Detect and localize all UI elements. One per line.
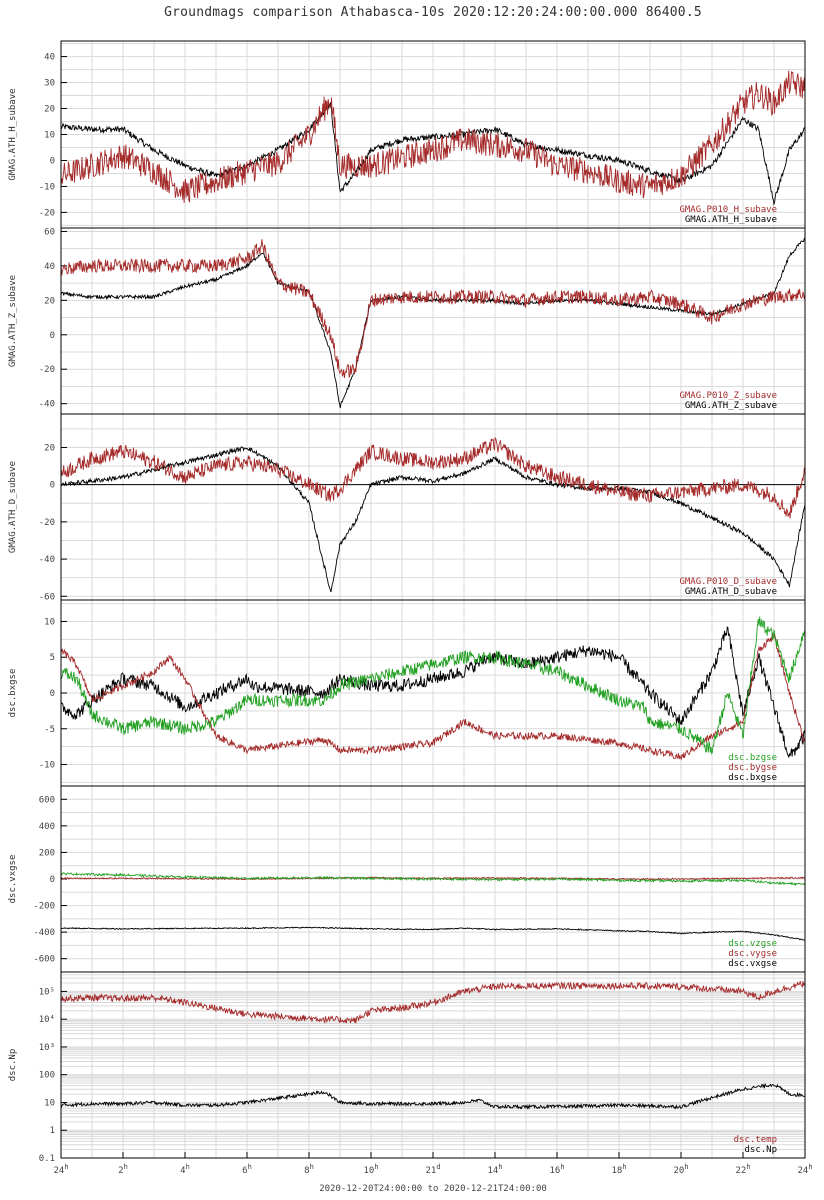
y-axis-label: dsc.Np (8, 1049, 18, 1082)
y-tick-label: -5 (44, 725, 55, 735)
x-tick-label: 6h (242, 1163, 252, 1176)
y-tick-label: 5 (50, 653, 55, 663)
series-line-dsc-temp (61, 980, 805, 1024)
y-tick-label: -60 (39, 592, 55, 602)
y-tick-label: -200 (33, 902, 55, 912)
x-tick-label: 24h (797, 1163, 812, 1176)
y-tick-label: -20 (39, 208, 55, 218)
y-axis-label: GMAG.ATH_D_subave (8, 461, 18, 553)
series-line-gmag-ath-z-subave (61, 237, 805, 409)
legend-entry: GMAG.P010_D_subave (679, 577, 777, 587)
x-tick-label: 10h (363, 1163, 378, 1176)
legend-entry: GMAG.ATH_D_subave (685, 587, 777, 597)
y-tick-label: 10 (44, 131, 55, 141)
series-line-gmag-p010-h-subave (61, 70, 805, 203)
y-tick-label: 10 (44, 1098, 55, 1108)
legend-entry: dsc.vygse (728, 949, 777, 959)
y-tick-label: -400 (33, 928, 55, 938)
x-tick-label: 21d (425, 1163, 440, 1176)
x-tick-label: 16h (549, 1163, 564, 1176)
legend-entry: dsc.temp (734, 1135, 777, 1145)
x-tick-label: 18h (611, 1163, 626, 1176)
legend-entry: dsc.vzgse (728, 939, 777, 949)
y-tick-label: 200 (39, 848, 55, 858)
y-tick-label: -10 (39, 761, 55, 771)
y-tick-label: -40 (39, 400, 55, 410)
y-tick-label: 10 (44, 617, 55, 627)
y-tick-label: 20 (44, 443, 55, 453)
legend-entry: GMAG.ATH_H_subave (685, 215, 777, 225)
panel-2: -40-200204060GMAG.ATH_Z_subaveGMAG.P010_… (8, 227, 806, 415)
y-tick-label: 400 (39, 822, 55, 832)
y-tick-label: -20 (39, 518, 55, 528)
y-tick-label: 0 (50, 481, 55, 491)
y-tick-label: 10⁵ (39, 987, 55, 997)
legend-entry: GMAG.ATH_Z_subave (685, 401, 777, 411)
series-line-dsc-np (61, 1082, 805, 1110)
x-tick-label: 20h (673, 1163, 688, 1176)
x-tick-label: 24h (53, 1163, 68, 1176)
y-tick-label: -10 (39, 182, 55, 192)
y-tick-label: 0 (50, 875, 55, 885)
y-axis-label: dsc.bxgse (8, 669, 18, 718)
panels: -20-10010203040GMAG.ATH_H_subaveGMAG.P01… (8, 40, 813, 1176)
y-tick-label: 1 (50, 1126, 55, 1136)
y-tick-label: 20 (44, 105, 55, 115)
y-tick-label: 0 (50, 156, 55, 166)
series-line-gmag-p010-z-subave (61, 239, 805, 379)
y-tick-label: -20 (39, 365, 55, 375)
panel-5: -600 -400 -200 0 200 400 600 dsc.vxgse dsc.vzgse… (8, 785, 806, 973)
x-tick-label: 4h (180, 1163, 190, 1176)
y-tick-label: -600 (33, 955, 55, 965)
legend-entry: dsc.vxgse (728, 959, 777, 969)
panel-3: -60-40-20020GMAG.ATH_D_subaveGMAG.P010_D… (8, 413, 806, 602)
y-tick-label: 0 (50, 689, 55, 699)
y-tick-label: 40 (44, 53, 55, 63)
series-line-dsc-bygse (61, 632, 805, 761)
legend-entry: dsc.bygse (728, 763, 777, 773)
y-axis-label: dsc.vxgse (8, 855, 18, 904)
x-tick-label: 2h (118, 1163, 128, 1176)
page-title: Groundmags comparison Athabasca-10s 2020… (164, 5, 702, 20)
legend-entry: GMAG.P010_H_subave (679, 205, 777, 215)
y-tick-label: 100 (39, 1071, 55, 1081)
panel-4: -10-50510dsc.bxgsedsc.bzgsedsc.bygsedsc.… (8, 599, 806, 787)
y-axis-label: GMAG.ATH_H_subave (8, 88, 18, 180)
x-tick-label: 8h (304, 1163, 314, 1176)
y-tick-label: 0 (50, 331, 55, 341)
x-tick-label: 22h (735, 1163, 750, 1176)
y-tick-label: 0.1 (39, 1154, 55, 1164)
series-line-dsc-bxgse (61, 626, 805, 758)
x-axis-label: 2020-12-20T24:00:00 to 2020-12-21T24:00:… (319, 1184, 547, 1194)
y-tick-label: 10⁴ (39, 1015, 55, 1025)
x-axis: 24h 2h 4h 6h 8h 10h 21d 14h 16h 18h 20h 22h 24h (53, 1152, 813, 1176)
legend-entry: dsc.Np (744, 1145, 777, 1155)
series-line-dsc-vxgse (61, 926, 805, 941)
y-tick-label: 40 (44, 262, 55, 272)
y-tick-label: 10³ (39, 1043, 55, 1053)
y-tick-label: 60 (44, 227, 55, 237)
y-tick-label: 20 (44, 296, 55, 306)
series-line-gmag-ath-d-subave (61, 446, 805, 593)
legend-entry: dsc.bxgse (728, 773, 777, 783)
legend-entry: dsc.bzgse (728, 753, 777, 763)
series-line-gmag-p010-d-subave (61, 436, 805, 519)
legend-entry: GMAG.P010_Z_subave (679, 391, 777, 401)
y-tick-label: 600 (39, 795, 55, 805)
y-tick-label: -40 (39, 555, 55, 565)
x-tick-label: 14h (487, 1163, 502, 1176)
y-tick-label: 30 (44, 79, 55, 89)
series-line-dsc-vzgse (61, 871, 805, 887)
panel-1: -20-10010203040GMAG.ATH_H_subaveGMAG.P01… (8, 40, 806, 229)
series-line-dsc-bzgse (61, 616, 805, 755)
y-axis-label: GMAG.ATH_Z_subave (8, 275, 18, 367)
